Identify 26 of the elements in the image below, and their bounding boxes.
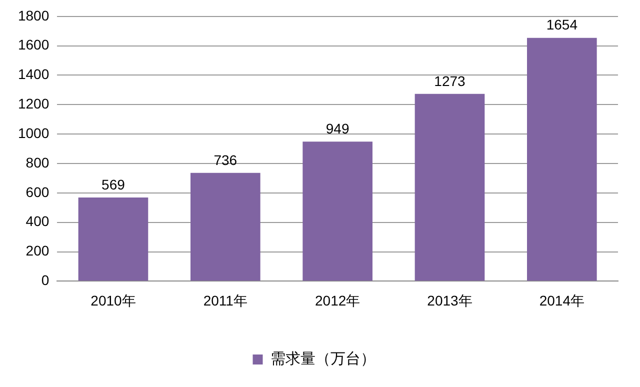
- data-label: 569: [102, 176, 126, 192]
- y-tick-label: 1400: [18, 66, 50, 82]
- y-tick-label: 1600: [18, 36, 50, 53]
- x-tick-label: 2012年: [314, 292, 360, 308]
- bar: [527, 38, 597, 281]
- data-label: 736: [214, 152, 238, 168]
- x-tick-label: 2013年: [427, 292, 472, 308]
- data-label: 949: [326, 120, 350, 136]
- x-tick-label: 2011年: [203, 292, 248, 308]
- x-tick-label: 2014年: [539, 292, 584, 308]
- y-tick-label: 600: [26, 184, 50, 200]
- x-tick-label: 2010年: [90, 292, 136, 308]
- y-tick-label: 0: [41, 272, 50, 288]
- y-tick-label: 1000: [18, 124, 50, 141]
- legend-label: 需求量（万台）: [270, 350, 376, 368]
- y-tick-label: 1800: [18, 7, 50, 24]
- data-label: 1273: [434, 72, 466, 89]
- y-tick-label: 800: [26, 154, 50, 170]
- y-tick-label: 200: [26, 242, 50, 259]
- bar: [78, 197, 148, 281]
- bar: [414, 94, 485, 281]
- data-label: 1654: [546, 16, 578, 33]
- y-tick-label: 1200: [18, 96, 50, 112]
- bar: [302, 142, 372, 281]
- y-tick-label: 400: [26, 213, 50, 230]
- bar: [190, 172, 260, 281]
